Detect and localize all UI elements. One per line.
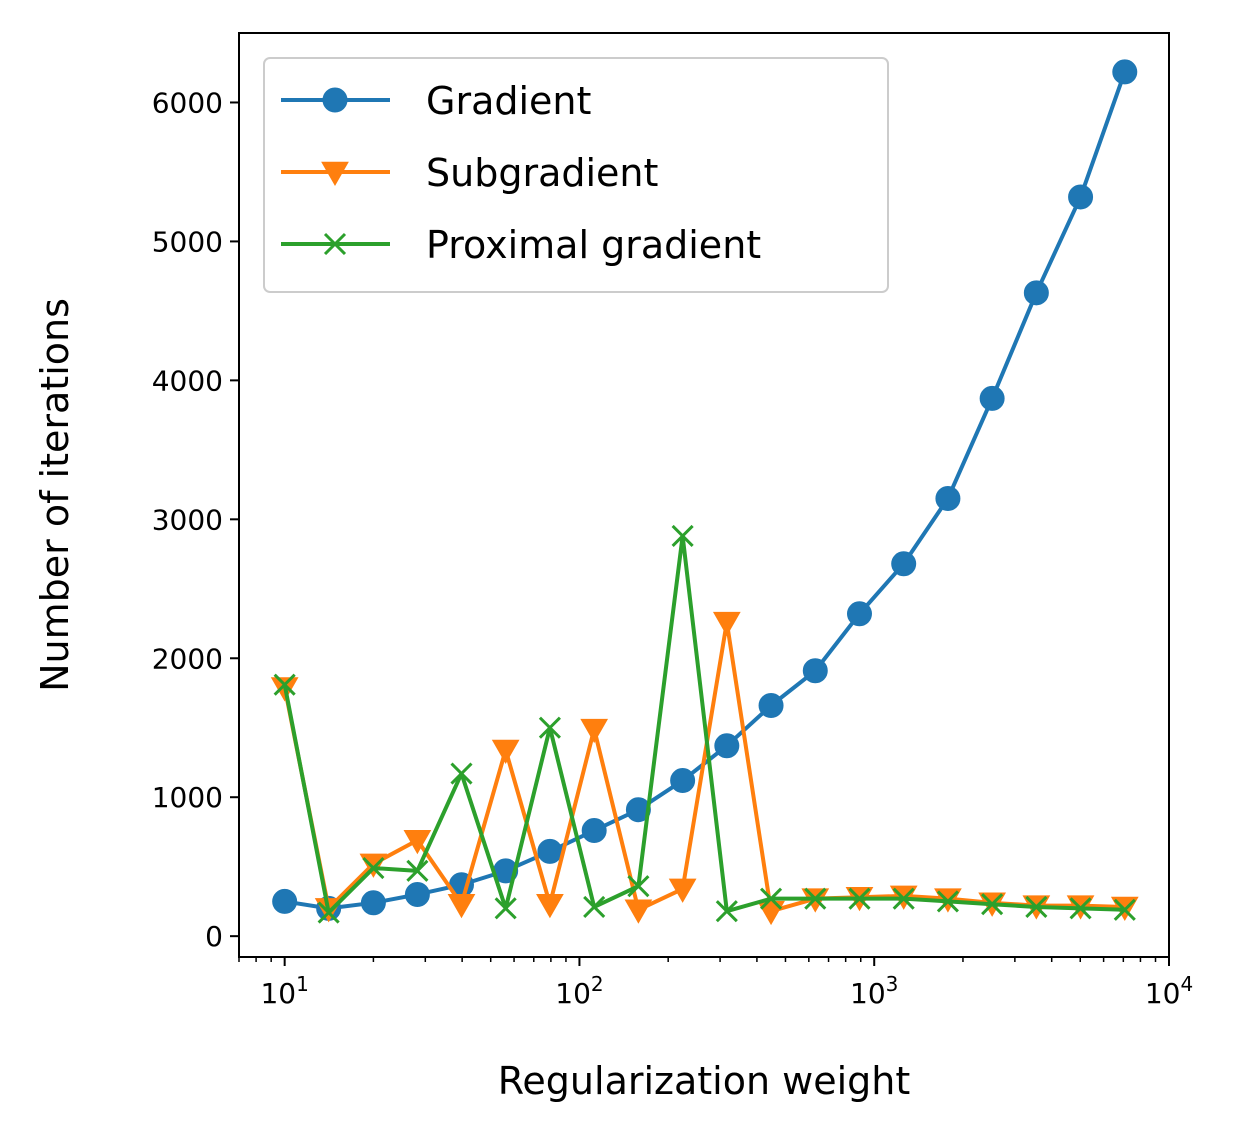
data-point-proximal-gradient	[936, 890, 959, 913]
data-point-gradient	[1112, 59, 1138, 85]
data-point-proximal-gradient	[1025, 895, 1048, 919]
legend-marker	[321, 161, 349, 187]
data-point-subgradient	[668, 878, 697, 903]
x-tick-label: 104	[1145, 972, 1193, 1010]
data-point-subgradient	[491, 739, 520, 764]
y-axis: 0 1000 2000 3000 4000 5000 6000	[152, 86, 239, 953]
data-point-proximal-gradient	[627, 875, 650, 898]
data-point-proximal-gradient	[892, 887, 915, 910]
data-point-gradient	[935, 485, 961, 511]
data-point-proximal-gradient	[450, 762, 473, 785]
data-point-proximal-gradient	[759, 887, 783, 910]
data-point-proximal-gradient	[1113, 898, 1136, 921]
data-point-gradient	[581, 818, 607, 844]
legend-marker	[323, 232, 347, 256]
data-point-gradient	[272, 888, 298, 914]
data-point-subgradient	[536, 893, 564, 919]
data-point-gradient	[846, 601, 872, 627]
y-tick-label: 0	[205, 920, 223, 953]
data-point-subgradient	[580, 718, 609, 744]
x-axis-label: Regularization weight	[498, 1059, 911, 1103]
series-layer	[270, 59, 1139, 926]
y-tick-label: 1000	[152, 781, 223, 814]
data-point-gradient	[758, 693, 784, 719]
data-point-proximal-gradient	[538, 716, 561, 739]
legend-label: Subgradient	[426, 151, 658, 195]
y-axis-label: Number of iterations	[33, 298, 77, 692]
data-point-proximal-gradient	[715, 900, 738, 923]
legend-box	[263, 57, 889, 293]
data-point-gradient	[979, 385, 1005, 411]
data-point-subgradient	[403, 830, 432, 855]
data-point-gradient	[1023, 280, 1049, 306]
legend-item-proximal-gradient: Proximal gradient	[281, 223, 761, 267]
data-point-proximal-gradient	[273, 673, 296, 696]
data-point-subgradient	[712, 611, 741, 637]
data-point-proximal-gradient	[583, 895, 606, 919]
x-tick-label: 102	[555, 972, 603, 1010]
legend: Gradient Subgradient Proximal gradient	[263, 57, 889, 293]
legend-item-gradient: Gradient	[281, 79, 591, 123]
data-point-gradient	[1068, 184, 1094, 210]
legend-item-subgradient: Subgradient	[281, 151, 658, 195]
data-point-proximal-gradient	[848, 887, 871, 910]
legend-label: Gradient	[426, 79, 591, 123]
y-tick-label: 4000	[152, 364, 223, 397]
data-point-gradient	[537, 838, 563, 864]
plot-frame	[238, 32, 1170, 958]
x-axis: 101 102 103 104	[238, 957, 1193, 1010]
data-point-proximal-gradient	[406, 859, 429, 882]
legend-label: Proximal gradient	[426, 223, 761, 267]
data-point-subgradient	[447, 893, 476, 919]
data-point-proximal-gradient	[1069, 897, 1092, 920]
y-tick-label: 6000	[152, 86, 223, 119]
data-point-gradient	[891, 551, 917, 577]
y-tick-label: 3000	[152, 503, 223, 536]
legend-marker	[322, 87, 348, 113]
data-point-subgradient	[624, 899, 653, 924]
data-point-gradient	[625, 797, 651, 823]
data-point-proximal-gradient	[804, 887, 827, 910]
data-point-gradient	[360, 890, 386, 916]
data-point-gradient	[404, 881, 430, 907]
data-point-gradient	[714, 733, 740, 759]
data-point-proximal-gradient	[981, 893, 1004, 916]
data-point-proximal-gradient	[317, 901, 340, 924]
series-proximal-gradient	[273, 524, 1136, 924]
data-point-gradient	[670, 768, 696, 794]
series-line-proximal-gradient	[282, 533, 1125, 915]
y-tick-label: 2000	[152, 642, 223, 675]
data-point-proximal-gradient	[494, 897, 517, 920]
x-tick-label: 103	[850, 972, 898, 1010]
data-point-proximal-gradient	[671, 524, 694, 548]
y-tick-label: 5000	[152, 225, 223, 258]
data-point-gradient	[802, 658, 828, 684]
x-tick-label: 101	[260, 972, 308, 1010]
data-point-proximal-gradient	[362, 857, 385, 880]
